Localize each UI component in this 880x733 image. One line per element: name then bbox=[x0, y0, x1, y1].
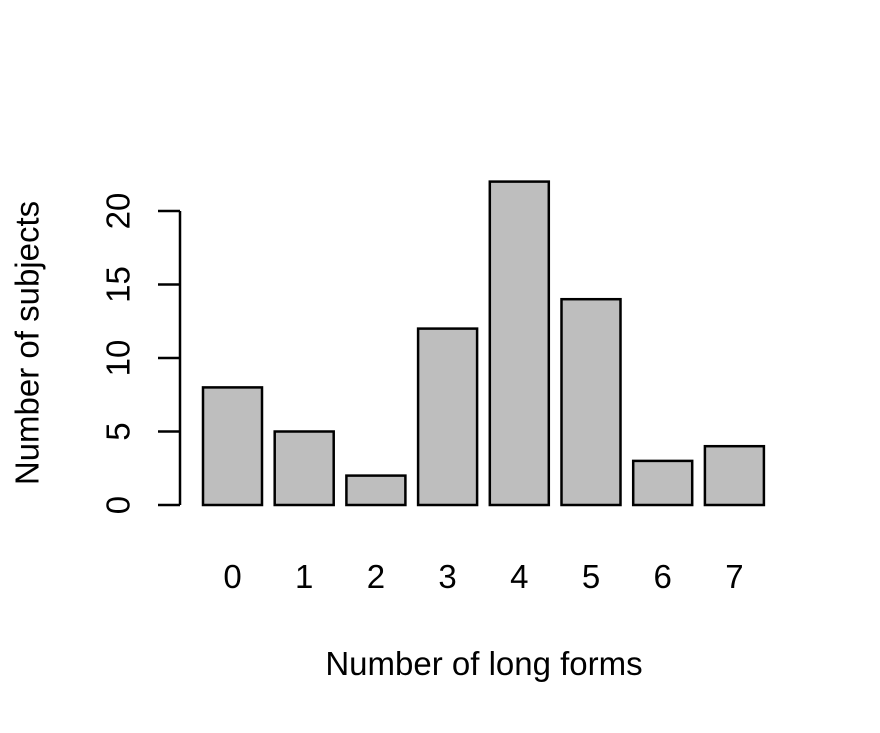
x-tick-label: 1 bbox=[295, 558, 313, 595]
bar bbox=[703, 444, 766, 507]
bar bbox=[345, 474, 407, 507]
x-tick-label: 3 bbox=[438, 558, 456, 595]
y-tick-label: 15 bbox=[100, 266, 137, 303]
x-tick-label: 4 bbox=[510, 558, 528, 595]
y-axis: 0 5 10 15 20 bbox=[100, 193, 182, 514]
y-tick-label: 0 bbox=[100, 496, 137, 514]
bar bbox=[488, 180, 551, 507]
y-tick-label: 20 bbox=[100, 193, 137, 230]
y-axis-label: Number of subjects bbox=[9, 201, 46, 485]
x-axis-label: Number of long forms bbox=[325, 645, 642, 682]
x-tick-label: 6 bbox=[654, 558, 672, 595]
bar bbox=[631, 459, 694, 507]
bar bbox=[560, 297, 622, 507]
x-tick-label: 5 bbox=[582, 558, 600, 595]
bar bbox=[416, 327, 479, 507]
x-tick-label: 0 bbox=[223, 558, 241, 595]
x-tick-label: 7 bbox=[725, 558, 743, 595]
y-tick-label: 5 bbox=[100, 422, 137, 440]
bar bbox=[201, 386, 264, 507]
x-tick-labels: 0 1 2 3 4 5 6 7 bbox=[223, 558, 743, 595]
bar bbox=[273, 430, 335, 507]
y-tick-label: 10 bbox=[100, 340, 137, 377]
x-tick-label: 2 bbox=[367, 558, 385, 595]
bars bbox=[201, 180, 766, 507]
